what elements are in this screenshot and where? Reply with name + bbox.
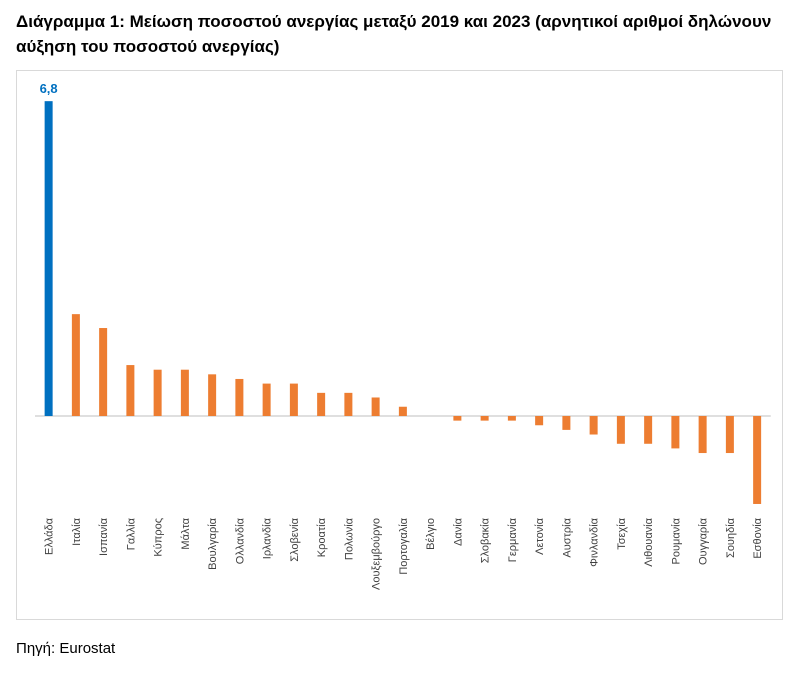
bar-26 <box>725 416 734 454</box>
bar-13 <box>371 397 380 416</box>
category-label-13: Λουξεμβούργο <box>371 518 383 590</box>
category-label-5: Κύπρος <box>153 518 165 557</box>
bar-21 <box>589 416 598 435</box>
bar-7 <box>208 374 217 416</box>
category-label-4: Γαλλία <box>125 517 137 550</box>
bar-18 <box>507 416 516 421</box>
bar-19 <box>535 416 544 426</box>
category-label-26: Σουηδία <box>725 517 737 558</box>
data-label-1: 6,8 <box>40 81 58 96</box>
bar-27 <box>753 416 762 504</box>
bar-5 <box>153 369 162 416</box>
category-label-21: Φινλανδία <box>589 517 601 566</box>
bar-12 <box>344 392 353 416</box>
chart-frame: Ελλάδα Ιταλία Ισπανία Γαλλία Κύπρος Μάλτα Βουλ… <box>16 70 783 620</box>
bar-22 <box>616 416 625 444</box>
bar-24 <box>671 416 680 449</box>
category-label-24: Ρουμανία <box>670 517 682 564</box>
bar-9 <box>262 383 271 416</box>
category-label-3: Ισπανία <box>98 517 110 556</box>
bar-8 <box>235 378 244 416</box>
category-label-7: Βουλγαρία <box>207 517 219 570</box>
bar-3 <box>99 328 108 416</box>
category-label-17: Σλοβακία <box>480 517 492 563</box>
category-label-12: Πολωνία <box>343 517 355 560</box>
category-label-11: Κροατία <box>316 517 328 557</box>
bar-11 <box>317 392 326 416</box>
bar-2 <box>71 314 80 416</box>
bar-10 <box>289 383 298 416</box>
category-label-10: Σλοβενία <box>289 517 301 561</box>
category-label-2: Ιταλία <box>71 517 83 546</box>
bar-4 <box>126 365 135 416</box>
bar-23 <box>644 416 653 444</box>
category-label-6: Μάλτα <box>180 517 192 549</box>
bar-25 <box>698 416 707 454</box>
category-label-16: Δανία <box>452 517 464 546</box>
category-label-20: Αυστρία <box>561 517 573 557</box>
category-label-8: Ολλανδία <box>234 517 246 564</box>
category-label-18: Γερμανία <box>507 517 519 562</box>
bar-1 <box>44 101 53 416</box>
category-label-1: Ελλάδα <box>44 517 56 555</box>
source-note: Πηγή: Eurostat <box>16 640 116 657</box>
bar-17 <box>480 416 489 421</box>
bar-20 <box>562 416 571 430</box>
category-label-22: Τσεχία <box>616 517 628 549</box>
chart-title: Διάγραμμα 1: Μείωση ποσοστού ανεργίας με… <box>16 12 772 56</box>
category-label-15: Βέλγιο <box>425 518 437 550</box>
category-label-25: Ουγγαρία <box>698 517 710 565</box>
category-label-9: Ιρλανδία <box>262 517 274 559</box>
category-label-27: Εσθονία <box>752 517 764 558</box>
category-label-23: Λιθουανία <box>643 517 655 566</box>
bar-14 <box>398 406 407 416</box>
bar-16 <box>453 416 462 421</box>
category-label-19: Λετονία <box>534 517 546 555</box>
category-label-14: Πορτογαλία <box>398 517 410 574</box>
bar-chart: Ελλάδα Ιταλία Ισπανία Γαλλία Κύπρος Μάλτα Βουλ… <box>35 81 771 590</box>
bar-6 <box>180 369 189 416</box>
